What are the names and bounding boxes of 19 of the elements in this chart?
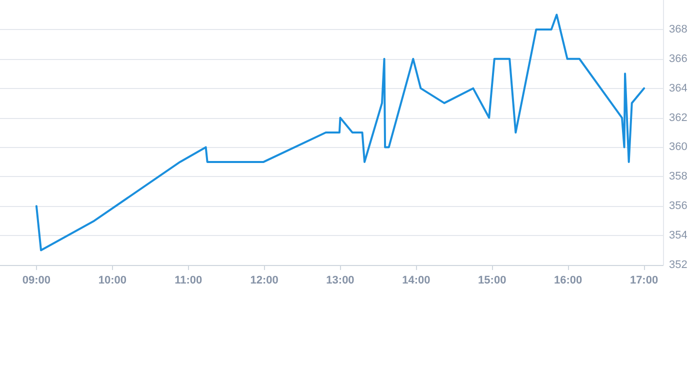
y-tick-label: 354 <box>669 230 688 242</box>
x-tick-label: 15:00 <box>478 274 506 286</box>
y-tick-label: 352 <box>669 259 688 271</box>
x-tick-label: 10:00 <box>98 274 126 286</box>
x-tick-label: 14:00 <box>402 274 430 286</box>
y-tick-label: 362 <box>669 112 688 124</box>
x-tick-label: 09:00 <box>22 274 51 286</box>
y-tick-label: 360 <box>669 141 688 154</box>
x-tick-label: 11:00 <box>174 274 202 286</box>
x-tick-label: 12:00 <box>250 274 278 286</box>
y-tick-label: 356 <box>669 200 688 212</box>
x-tick-label: 16:00 <box>554 274 582 286</box>
y-tick-label: 364 <box>669 82 688 94</box>
x-tick-label: 13:00 <box>326 274 354 286</box>
y-tick-label: 366 <box>669 52 688 65</box>
line-series <box>35 14 646 252</box>
y-tick-label: 358 <box>669 170 688 183</box>
x-tick-label: 17:00 <box>630 274 658 286</box>
y-tick-label: 368 <box>669 23 688 36</box>
